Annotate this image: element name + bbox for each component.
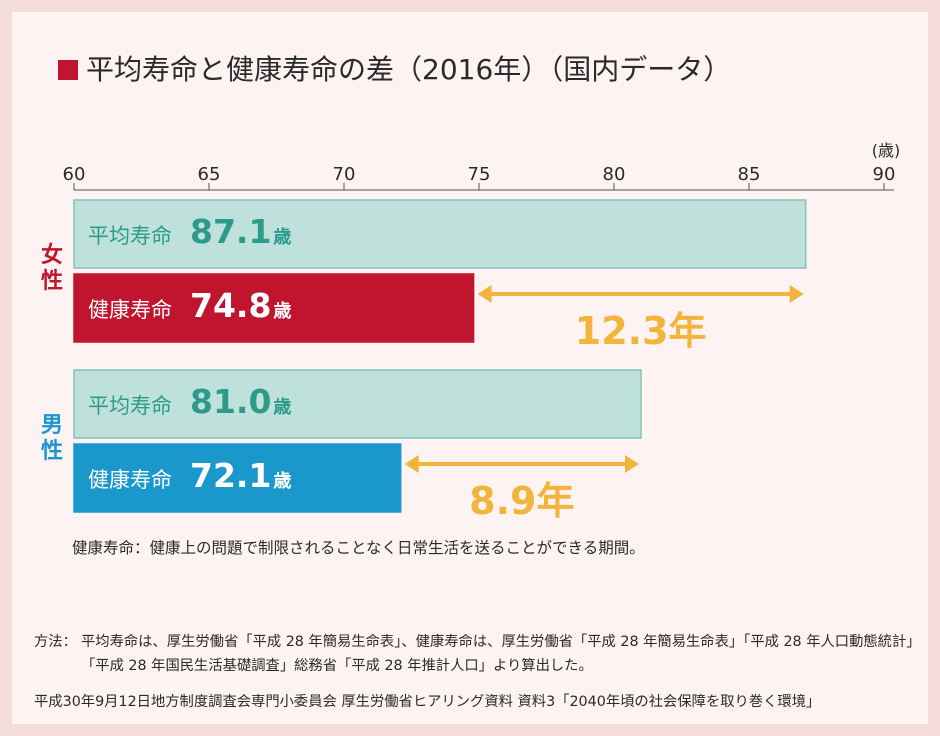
bar (73, 369, 642, 439)
bar-unit-label: 歳 (273, 301, 291, 322)
method-label: 方法： (34, 634, 77, 650)
title-text: 平均寿命と健康寿命の差（2016年）（国内データ） (86, 53, 732, 86)
bar-label: 健康寿命 72.1 歳 (88, 456, 291, 495)
gap-arrow-head-left (404, 455, 419, 473)
gap-value-label: 8.9年 (469, 479, 574, 523)
x-tick-label: 80 (603, 164, 626, 185)
axis-unit-label: (歳) (872, 141, 901, 160)
bar-value-label: 74.8 (190, 286, 271, 325)
bar-unit-label: 歳 (273, 227, 291, 248)
bar-unit-label: 歳 (273, 397, 291, 418)
chart-panel (12, 12, 928, 724)
bar (73, 199, 807, 269)
note-text: 健康寿命：健康上の問題で制限されることなく日常生活を送ることができる期間。 (72, 539, 645, 557)
bar-label: 健康寿命 74.8 歳 (88, 286, 291, 325)
bar-label: 平均寿命 81.0 歳 (88, 382, 291, 421)
source-text: 平成30年9月12日地方制度調査会専門小委員会 厚生労働省ヒアリング資料 資料3… (34, 694, 821, 710)
group-label-char: 性 (41, 269, 63, 294)
gap-arrow-head-left (477, 285, 492, 303)
group-label-char: 女 (41, 242, 63, 268)
bar (73, 273, 475, 343)
bar-category-label: 健康寿命 (88, 298, 172, 322)
bar-category-label: 平均寿命 (88, 394, 172, 418)
bar-value-label: 72.1 (190, 456, 271, 495)
group-label-char: 男 (41, 413, 63, 438)
gap-arrow-head-right (789, 285, 804, 303)
method-block: 方法： 平均寿命は、厚生労働省「平成 28 年簡易生命表」、健康寿命は、厚生労働… (34, 630, 914, 678)
bar-value-label: 87.1 (190, 212, 271, 251)
group-label-char: 性 (41, 439, 63, 464)
bar-value-label: 81.0 (190, 382, 271, 421)
bar-category-label: 健康寿命 (88, 468, 172, 492)
bar (73, 443, 402, 513)
x-tick-label: 60 (63, 164, 86, 185)
title-square-marker (58, 60, 78, 80)
bar-category-label: 平均寿命 (88, 224, 172, 248)
chart-title: 平均寿命と健康寿命の差（2016年）（国内データ） (58, 48, 731, 88)
x-tick-label: 65 (198, 164, 221, 185)
bar-unit-label: 歳 (273, 471, 291, 492)
bar-label: 平均寿命 87.1 歳 (88, 212, 291, 251)
x-tick-label: 70 (333, 164, 356, 185)
method-text: 平均寿命は、厚生労働省「平成 28 年簡易生命表」、健康寿命は、厚生労働省「平成… (81, 634, 914, 674)
x-tick-label: 75 (468, 164, 491, 185)
gap-arrow-head-right (625, 455, 639, 473)
gap-value-label: 12.3年 (575, 309, 707, 353)
x-tick-label: 85 (738, 164, 761, 185)
x-tick-label: 90 (873, 164, 896, 185)
